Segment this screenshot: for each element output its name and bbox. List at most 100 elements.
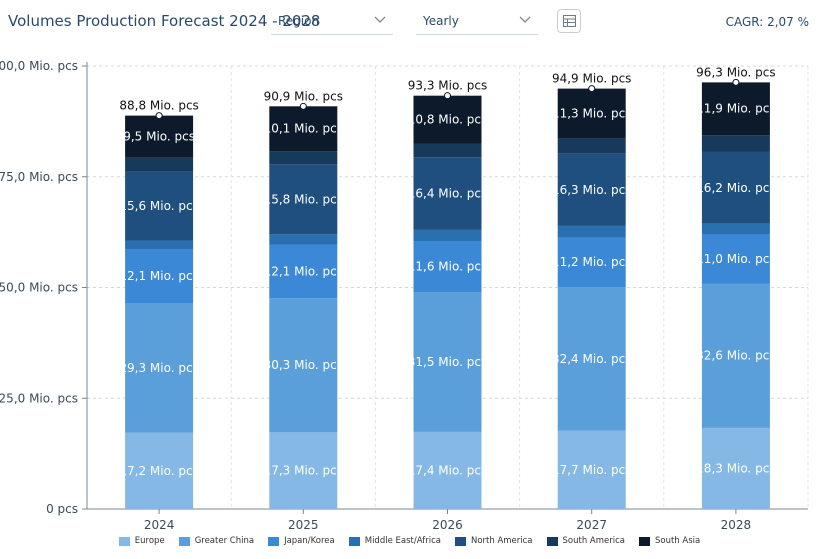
legend-item-south-america[interactable]: South America: [546, 534, 625, 548]
bar-segment-japan-korea-2028[interactable]: [701, 234, 770, 284]
legend-item-japan-korea[interactable]: Japan/Korea: [268, 534, 335, 548]
bar-data-label: 12,1 Mio. pcs: [119, 269, 198, 283]
legend-label: Europe: [134, 536, 165, 546]
bar-segment-japan-korea-2026[interactable]: [413, 240, 482, 293]
region-select[interactable]: Region: [271, 8, 393, 35]
legend-swatch: [178, 536, 190, 546]
bar-segment-middle-east-africa-2027[interactable]: [557, 225, 626, 238]
y-tick-label: 25,0 Mio. pcs: [0, 391, 78, 405]
bar-segment-south-america-2025[interactable]: [269, 151, 338, 165]
bar-segment-greater-china-2024[interactable]: [125, 303, 194, 433]
bar-segment-middle-east-africa-2025[interactable]: [269, 234, 338, 245]
bar-data-label: 15,6 Mio. pcs: [119, 199, 198, 213]
bar-segment-europe-2027[interactable]: [557, 430, 626, 509]
bar-segment-south-asia-2028[interactable]: [701, 82, 770, 136]
bar-data-label: 10,8 Mio. pcs: [408, 113, 487, 127]
bar-segment-europe-2026[interactable]: [413, 431, 482, 509]
bar-segment-north-america-2026[interactable]: [413, 157, 482, 230]
period-select[interactable]: Yearly: [416, 8, 538, 35]
bar-data-label: 11,3 Mio. pcs: [552, 107, 631, 121]
bar-segment-north-america-2025[interactable]: [269, 164, 338, 235]
bar-data-label: 29,3 Mio. pcs: [119, 361, 198, 375]
x-tick-label: 2024: [144, 518, 175, 532]
legend-item-south-asia[interactable]: South Asia: [638, 534, 701, 548]
bar-data-label: 32,6 Mio. pcs: [696, 349, 775, 363]
bar-data-label: 32,4 Mio. pcs: [552, 352, 631, 366]
table-view-button[interactable]: [557, 9, 581, 33]
bar-data-label: 9,5 Mio. pcs: [123, 130, 195, 144]
legend-label: North America: [470, 536, 533, 546]
bar-data-label: 11,2 Mio. pcs: [552, 255, 631, 269]
legend-swatch: [454, 536, 466, 546]
legend-label: Middle East/Africa: [364, 536, 441, 546]
y-tick-label: 75,0 Mio. pcs: [0, 170, 78, 184]
bar-segment-greater-china-2026[interactable]: [413, 292, 482, 432]
legend-item-greater-china[interactable]: Greater China: [178, 534, 255, 548]
bar-segment-south-asia-2025[interactable]: [269, 106, 338, 152]
total-point[interactable]: [588, 85, 596, 93]
chart-legend: Europe Greater China Japan/Korea Middle Eas…: [0, 534, 819, 548]
bar-segment-north-america-2024[interactable]: [125, 171, 194, 241]
bar-segment-south-america-2026[interactable]: [413, 143, 482, 158]
bar-segment-middle-east-africa-2028[interactable]: [701, 223, 770, 235]
legend-label: South Asia: [654, 536, 701, 546]
bar-data-label: 11,0 Mio. pcs: [696, 252, 775, 266]
bar-data-label: 16,4 Mio. pcs: [408, 187, 487, 201]
bar-data-label: 16,2 Mio. pcs: [696, 181, 775, 195]
legend-item-north-america[interactable]: North America: [454, 534, 533, 548]
bar-segment-south-asia-2024[interactable]: [125, 115, 194, 158]
total-point[interactable]: [155, 112, 163, 120]
bar-segment-japan-korea-2025[interactable]: [269, 244, 338, 299]
legend-label: Japan/Korea: [284, 536, 335, 546]
bar-data-label: 12,1 Mio. pcs: [264, 264, 343, 278]
x-tick-label: 2028: [721, 518, 752, 532]
chevron-down-icon: [519, 16, 531, 23]
bar-segment-north-america-2027[interactable]: [557, 153, 626, 226]
bar-segment-greater-china-2025[interactable]: [269, 298, 338, 433]
y-tick-label: 50,0 Mio. pcs: [0, 281, 78, 295]
x-tick-label: 2027: [576, 518, 607, 532]
bar-segment-greater-china-2027[interactable]: [557, 287, 626, 431]
total-label: 94,9 Mio. pcs: [552, 72, 631, 86]
bar-segment-middle-east-africa-2024[interactable]: [125, 240, 194, 250]
bar-data-label: 11,6 Mio. pcs: [408, 260, 487, 274]
chevron-down-icon: [374, 16, 386, 23]
bar-segment-japan-korea-2027[interactable]: [557, 237, 626, 288]
bar-segment-europe-2025[interactable]: [269, 432, 338, 509]
bar-segment-south-asia-2026[interactable]: [413, 95, 482, 144]
bar-segment-middle-east-africa-2026[interactable]: [413, 229, 482, 241]
chart-header: Volumes Production Forecast 2024 - 2028 …: [0, 0, 819, 44]
page-title: Volumes Production Forecast 2024 - 2028: [8, 12, 321, 30]
bar-segment-north-america-2028[interactable]: [701, 151, 770, 224]
total-point[interactable]: [299, 102, 307, 110]
bar-data-label: 17,2 Mio. pcs: [119, 464, 198, 478]
bar-data-label: 17,4 Mio. pcs: [408, 463, 487, 477]
bar-data-label: 31,5 Mio. pcs: [408, 355, 487, 369]
legend-swatch: [546, 536, 558, 546]
total-label: 88,8 Mio. pcs: [119, 99, 198, 113]
bar-segment-south-asia-2027[interactable]: [557, 88, 626, 139]
total-point[interactable]: [444, 92, 451, 100]
legend-swatch: [638, 536, 650, 546]
total-label: 90,9 Mio. pcs: [264, 89, 343, 103]
bar-segment-greater-china-2028[interactable]: [701, 283, 770, 428]
table-icon: [563, 15, 576, 27]
legend-item-europe[interactable]: Europe: [118, 534, 165, 548]
bar-segment-japan-korea-2024[interactable]: [125, 249, 194, 304]
legend-item-middle-east-africa[interactable]: Middle East/Africa: [348, 534, 441, 548]
legend-swatch: [348, 536, 360, 546]
period-select-value: Yearly: [423, 14, 459, 28]
bar-segment-europe-2028[interactable]: [701, 427, 770, 509]
total-label: 93,3 Mio. pcs: [408, 79, 487, 93]
legend-label: South America: [562, 536, 625, 546]
bar-segment-south-america-2027[interactable]: [557, 138, 626, 154]
legend-label: Greater China: [194, 536, 255, 546]
bar-segment-south-america-2028[interactable]: [701, 135, 770, 152]
x-tick-label: 2026: [432, 518, 463, 532]
total-label: 96,3 Mio. pcs: [696, 65, 775, 79]
bar-segment-europe-2024[interactable]: [125, 432, 194, 509]
total-point[interactable]: [732, 78, 740, 86]
bar-segment-south-america-2024[interactable]: [125, 157, 194, 172]
bar-data-label: 16,3 Mio. pcs: [552, 183, 631, 197]
bar-data-label: 17,3 Mio. pcs: [264, 464, 343, 478]
